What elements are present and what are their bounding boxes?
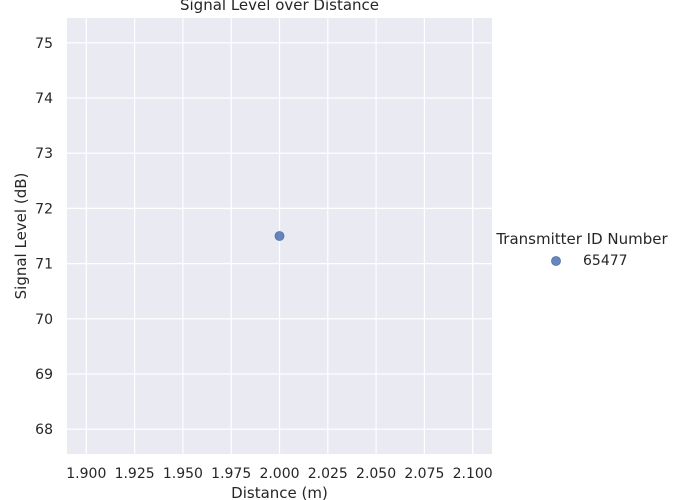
x-tick-label: 1.925 xyxy=(115,466,155,482)
x-tick-label: 2.075 xyxy=(404,466,444,482)
legend-marker xyxy=(551,256,561,266)
x-tick-label: 2.050 xyxy=(356,466,396,482)
x-axis-title: Distance (m) xyxy=(231,484,328,500)
y-axis-title: Signal Level (dB) xyxy=(12,173,30,300)
x-tick-label: 2.100 xyxy=(453,466,493,482)
data-point xyxy=(274,231,285,241)
chart-title: Signal Level over Distance xyxy=(180,0,379,14)
x-tick-label: 1.900 xyxy=(66,466,106,482)
legend-title: Transmitter ID Number xyxy=(495,230,668,248)
grid-lines xyxy=(67,18,492,454)
tick-labels: 1.900 1.925 1.950 1.975 2.000 2.025 2.050 2.075… xyxy=(35,36,493,482)
y-tick-label: 74 xyxy=(35,91,53,107)
y-tick-label: 68 xyxy=(35,422,53,438)
x-tick-label: 2.000 xyxy=(259,466,299,482)
x-tick-label: 2.025 xyxy=(308,466,348,482)
y-tick-label: 70 xyxy=(35,312,53,328)
y-tick-label: 69 xyxy=(35,367,53,383)
data-points xyxy=(274,231,285,241)
y-tick-label: 73 xyxy=(35,146,53,162)
legend-label: 65477 xyxy=(583,253,628,269)
y-tick-label: 75 xyxy=(35,36,53,52)
x-tick-label: 1.975 xyxy=(211,466,251,482)
legend: Transmitter ID Number 65477 xyxy=(495,230,668,269)
x-tick-label: 1.950 xyxy=(163,466,203,482)
y-tick-label: 71 xyxy=(35,257,53,273)
y-tick-label: 72 xyxy=(35,201,53,217)
